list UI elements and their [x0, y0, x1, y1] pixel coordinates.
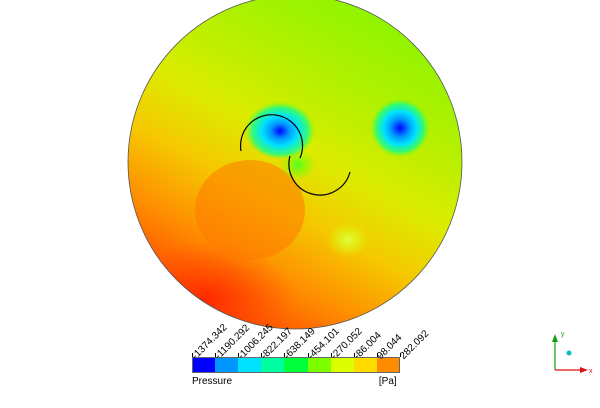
blade-right	[288, 155, 351, 196]
x-axis-arrow	[580, 367, 588, 373]
x-axis-label: x	[589, 368, 593, 375]
y-axis-arrow	[552, 334, 558, 342]
mid-high-region	[195, 160, 305, 260]
disk-field	[128, 0, 462, 329]
low-pressure-vortex-center	[244, 98, 316, 158]
z-axis-dot	[566, 350, 572, 356]
domain-boundary	[127, 0, 463, 330]
low-pressure-vortex-right	[370, 98, 430, 158]
local-spot	[326, 222, 370, 258]
axis-triad: y x	[552, 331, 593, 375]
y-axis-label: y	[561, 331, 565, 338]
blade-left	[239, 114, 304, 159]
high-pressure-region	[128, 240, 295, 329]
